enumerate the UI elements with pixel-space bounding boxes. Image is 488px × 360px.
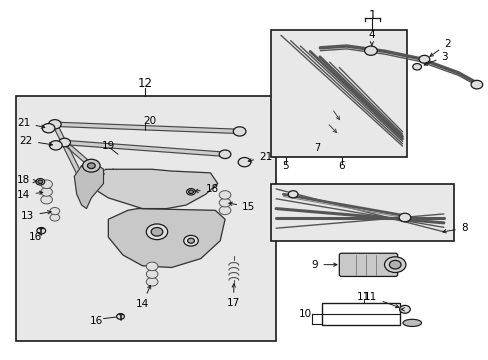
Circle shape bbox=[38, 180, 42, 184]
Circle shape bbox=[41, 188, 52, 196]
Text: 21: 21 bbox=[248, 152, 272, 162]
Text: 18: 18 bbox=[194, 184, 219, 194]
Circle shape bbox=[186, 189, 195, 195]
Circle shape bbox=[146, 262, 158, 271]
Circle shape bbox=[50, 214, 60, 221]
Text: 11: 11 bbox=[356, 292, 369, 302]
Circle shape bbox=[384, 257, 405, 273]
Text: 3: 3 bbox=[423, 52, 447, 65]
Polygon shape bbox=[82, 172, 104, 185]
Circle shape bbox=[41, 180, 52, 189]
Circle shape bbox=[470, 80, 482, 89]
Circle shape bbox=[82, 159, 100, 172]
Polygon shape bbox=[53, 124, 86, 184]
Text: 14: 14 bbox=[17, 190, 42, 200]
Text: 20: 20 bbox=[143, 116, 156, 126]
Ellipse shape bbox=[402, 319, 421, 327]
Text: 21: 21 bbox=[17, 118, 45, 128]
Circle shape bbox=[146, 278, 158, 286]
Circle shape bbox=[87, 163, 95, 168]
Circle shape bbox=[146, 224, 167, 240]
Text: 16: 16 bbox=[29, 232, 42, 242]
Bar bbox=[16, 96, 276, 341]
Circle shape bbox=[41, 195, 52, 204]
Circle shape bbox=[37, 228, 45, 234]
Circle shape bbox=[188, 190, 193, 194]
Circle shape bbox=[59, 138, 70, 147]
Circle shape bbox=[398, 213, 410, 222]
Bar bbox=[271, 30, 407, 157]
Circle shape bbox=[388, 260, 400, 269]
Text: 2: 2 bbox=[429, 39, 449, 56]
Bar bbox=[322, 303, 399, 325]
Circle shape bbox=[48, 120, 61, 129]
Text: 10: 10 bbox=[298, 309, 311, 319]
Circle shape bbox=[50, 207, 60, 215]
Circle shape bbox=[287, 191, 297, 198]
Circle shape bbox=[219, 198, 230, 207]
Circle shape bbox=[412, 64, 421, 70]
Circle shape bbox=[151, 228, 163, 236]
Polygon shape bbox=[55, 122, 239, 134]
Text: 19: 19 bbox=[102, 141, 115, 151]
Polygon shape bbox=[62, 141, 93, 167]
Circle shape bbox=[36, 179, 44, 185]
Bar bbox=[271, 184, 453, 241]
Circle shape bbox=[399, 305, 409, 313]
Text: 13: 13 bbox=[21, 211, 51, 221]
Circle shape bbox=[116, 314, 124, 319]
Circle shape bbox=[183, 235, 198, 246]
Circle shape bbox=[187, 238, 194, 243]
Polygon shape bbox=[91, 169, 217, 208]
Text: 16: 16 bbox=[89, 316, 102, 326]
Text: 22: 22 bbox=[20, 136, 52, 146]
Text: 9: 9 bbox=[311, 260, 336, 270]
Text: 17: 17 bbox=[227, 284, 240, 308]
Circle shape bbox=[364, 46, 376, 55]
Circle shape bbox=[219, 206, 230, 215]
Text: 5: 5 bbox=[282, 161, 288, 171]
Polygon shape bbox=[64, 140, 225, 156]
Polygon shape bbox=[74, 166, 103, 208]
Text: 1: 1 bbox=[368, 9, 375, 22]
Text: 15: 15 bbox=[228, 202, 255, 212]
Circle shape bbox=[219, 191, 230, 199]
Circle shape bbox=[42, 123, 55, 133]
Circle shape bbox=[233, 127, 245, 136]
Text: 18: 18 bbox=[16, 175, 37, 185]
Circle shape bbox=[49, 141, 62, 150]
Circle shape bbox=[418, 55, 429, 63]
Text: 12: 12 bbox=[137, 77, 152, 90]
Text: 8: 8 bbox=[442, 223, 467, 233]
Text: 6: 6 bbox=[338, 161, 345, 171]
Bar bbox=[341, 259, 348, 270]
Circle shape bbox=[146, 270, 158, 278]
Text: 11: 11 bbox=[364, 292, 398, 308]
Circle shape bbox=[219, 150, 230, 158]
FancyBboxPatch shape bbox=[339, 253, 397, 276]
Circle shape bbox=[238, 157, 250, 167]
Text: 4: 4 bbox=[368, 30, 374, 46]
Text: 7: 7 bbox=[314, 143, 320, 153]
Polygon shape bbox=[108, 208, 224, 267]
Text: 14: 14 bbox=[136, 285, 150, 309]
